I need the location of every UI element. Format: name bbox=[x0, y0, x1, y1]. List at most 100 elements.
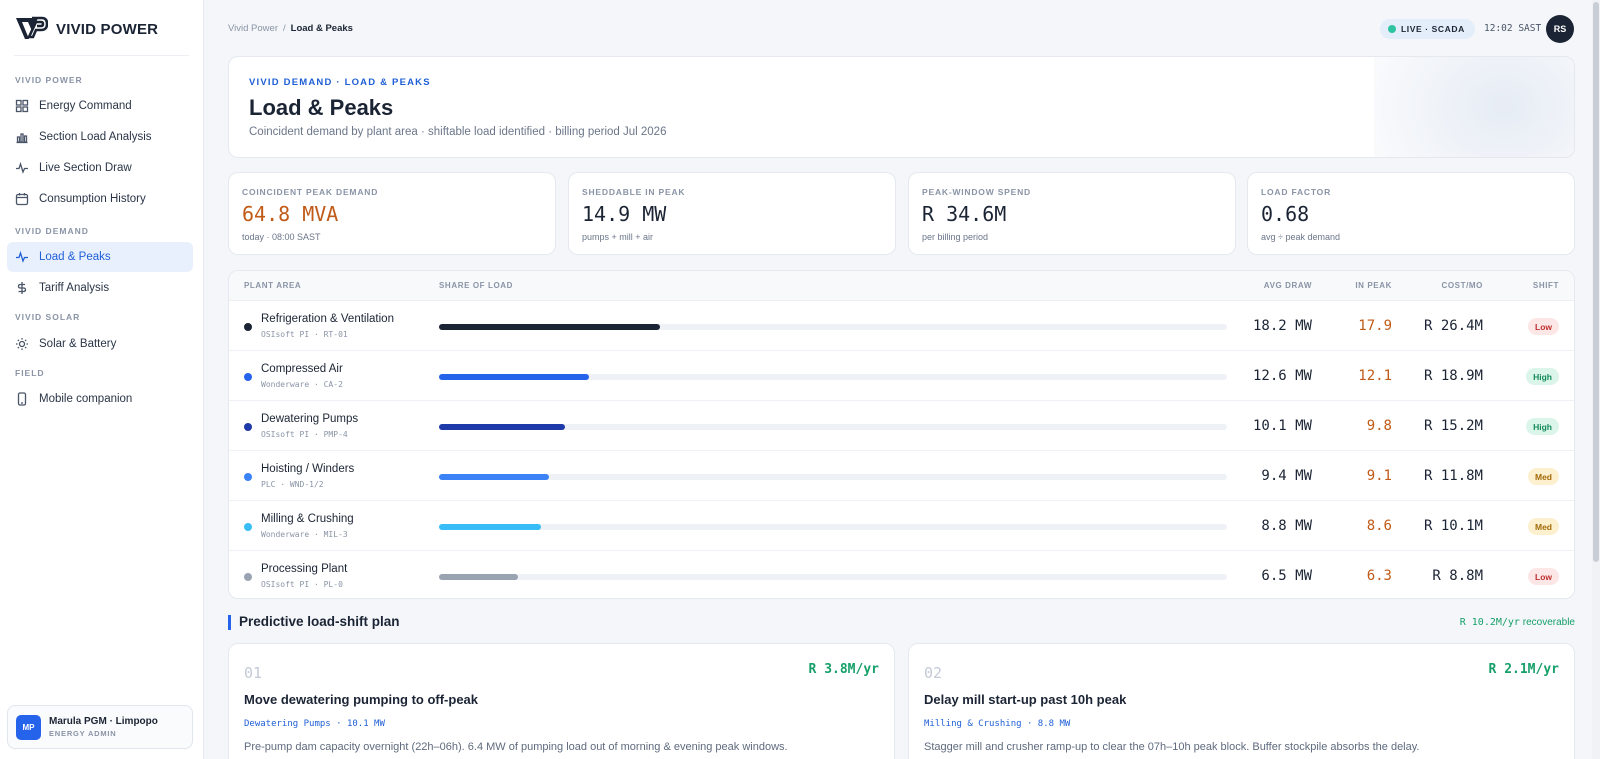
share-bar-track bbox=[439, 574, 1227, 580]
table-row[interactable]: Processing Plant OSIsoft PI · PL-0 6.5 M… bbox=[229, 551, 1574, 598]
row-cost: R 10.1M bbox=[1423, 518, 1483, 534]
live-status-badge: LIVE · SCADA bbox=[1380, 19, 1475, 39]
kpi-label: PEAK-WINDOW SPEND bbox=[922, 187, 1031, 197]
table-row[interactable]: Milling & Crushing Wonderware · MIL-3 8.… bbox=[229, 501, 1574, 551]
nav-section-vivid-power: VIVID POWER bbox=[15, 75, 83, 85]
plan-total: R 10.2M/yr recoverable bbox=[1460, 617, 1575, 628]
plan-total-value: R 10.2M/yr bbox=[1459, 617, 1520, 628]
plant-area-table: PLANT AREA SHARE OF LOAD AVG DRAW IN PEA… bbox=[228, 270, 1575, 599]
plan-card[interactable]: 01 R 3.8M/yr Move dewatering pumping to … bbox=[228, 643, 895, 759]
clock: 12:02 SAST bbox=[1484, 23, 1542, 34]
row-source: Wonderware · CA-2 bbox=[261, 380, 343, 389]
pulse-icon bbox=[16, 250, 28, 263]
breadcrumb-current: Load & Peaks bbox=[290, 23, 353, 34]
share-bar-track bbox=[439, 424, 1227, 430]
nav-item-tariff-analysis[interactable]: Tariff Analysis bbox=[7, 273, 193, 303]
sun-icon bbox=[16, 338, 28, 350]
nav-item-section-load-analysis[interactable]: Section Load Analysis bbox=[7, 122, 193, 152]
nav-section-vivid-demand: VIVID DEMAND bbox=[15, 226, 89, 236]
shift-badge: Med bbox=[1528, 518, 1559, 535]
share-bar-track bbox=[439, 474, 1227, 480]
table-row[interactable]: Dewatering Pumps OSIsoft PI · PMP-4 10.1… bbox=[229, 401, 1574, 451]
row-avg-draw: 6.5 MW bbox=[1261, 568, 1312, 584]
row-in-peak: 8.6 bbox=[1366, 518, 1392, 534]
page-title: Load & Peaks bbox=[249, 95, 394, 120]
share-bar-fill bbox=[439, 424, 566, 430]
nav-item-label: Energy Command bbox=[39, 100, 132, 112]
column-header-cost[interactable]: COST/MO bbox=[1441, 281, 1483, 290]
dollar-icon bbox=[17, 282, 27, 294]
nav-section-vivid-solar: VIVID SOLAR bbox=[15, 312, 81, 322]
nav-section-field: FIELD bbox=[15, 368, 45, 378]
nav-item-label: Section Load Analysis bbox=[39, 131, 152, 143]
grid-icon bbox=[15, 99, 29, 113]
share-bar-fill bbox=[439, 524, 542, 530]
nav-item-energy-command[interactable]: Energy Command bbox=[7, 91, 193, 121]
kpi-sheddable-in-peak: SHEDDABLE IN PEAK 14.9 MW pumps + mill +… bbox=[568, 172, 896, 255]
row-in-peak: 9.8 bbox=[1366, 418, 1392, 434]
row-avg-draw: 12.6 MW bbox=[1252, 368, 1312, 384]
kpi-label: SHEDDABLE IN PEAK bbox=[582, 187, 686, 197]
kpi-load-factor: LOAD FACTOR 0.68 avg ÷ peak demand bbox=[1247, 172, 1575, 255]
row-name: Refrigeration & Ventilation bbox=[261, 313, 394, 325]
scrollbar[interactable] bbox=[1592, 0, 1600, 759]
kpi-coincident-peak-demand: COINCIDENT PEAK DEMAND 64.8 MVA today · … bbox=[228, 172, 556, 255]
user-name: Marula PGM · Limpopo bbox=[49, 716, 158, 727]
calendar-icon bbox=[15, 193, 29, 206]
shift-badge: Med bbox=[1528, 468, 1559, 485]
kpi-label: COINCIDENT PEAK DEMAND bbox=[242, 187, 379, 197]
share-bar-fill bbox=[439, 324, 660, 330]
plan-card[interactable]: 02 R 2.1M/yr Delay mill start-up past 10… bbox=[908, 643, 1575, 759]
plan-total-suffix: recoverable bbox=[1522, 617, 1575, 628]
plan-number: 02 bbox=[924, 664, 943, 682]
column-header-avg-draw[interactable]: AVG DRAW bbox=[1263, 281, 1312, 290]
row-in-peak: 6.3 bbox=[1366, 568, 1392, 584]
row-cost: R 26.4M bbox=[1423, 318, 1483, 334]
brand-name: VIVID POWER bbox=[56, 20, 159, 38]
plan-heading: Move dewatering pumping to off-peak bbox=[244, 692, 479, 707]
brand-divider bbox=[14, 55, 189, 56]
shift-badge: Low bbox=[1528, 568, 1559, 585]
page-subtitle: Coincident demand by plant area · shifta… bbox=[249, 126, 667, 138]
breadcrumb-root[interactable]: Vivid Power bbox=[228, 23, 278, 34]
kpi-label: LOAD FACTOR bbox=[1261, 187, 1332, 197]
shift-badge: Low bbox=[1528, 318, 1559, 335]
sidebar: VIVID POWER VIVID POWER Energy Command S… bbox=[0, 0, 204, 759]
column-header-share[interactable]: SHARE OF LOAD bbox=[439, 281, 514, 290]
scrollbar-thumb[interactable] bbox=[1593, 2, 1599, 562]
share-bar-fill bbox=[439, 374, 589, 380]
column-header-shift[interactable]: SHIFT bbox=[1532, 281, 1559, 290]
share-bar-fill bbox=[439, 574, 518, 580]
shift-badge: High bbox=[1526, 368, 1559, 385]
row-avg-draw: 18.2 MW bbox=[1252, 318, 1312, 334]
plan-saving: R 3.8M/yr bbox=[808, 662, 879, 677]
table-row[interactable]: Refrigeration & Ventilation OSIsoft PI ·… bbox=[229, 301, 1574, 351]
table-row[interactable]: Compressed Air Wonderware · CA-2 12.6 MW… bbox=[229, 351, 1574, 401]
share-bar-track bbox=[439, 524, 1227, 530]
share-bar-track bbox=[439, 324, 1227, 330]
brand[interactable]: VIVID POWER bbox=[14, 14, 158, 44]
column-header-in-peak[interactable]: IN PEAK bbox=[1355, 281, 1392, 290]
column-header-plant-area[interactable]: PLANT AREA bbox=[244, 281, 302, 290]
avatar[interactable]: RS bbox=[1546, 15, 1574, 43]
kpi-value: 64.8 MVA bbox=[242, 202, 339, 226]
nav-item-load-and-peaks[interactable]: Load & Peaks bbox=[7, 242, 193, 272]
table-row[interactable]: Hoisting / Winders PLC · WND-1/2 9.4 MW … bbox=[229, 451, 1574, 501]
row-source: Wonderware · MIL-3 bbox=[261, 530, 348, 539]
nav-item-consumption-history[interactable]: Consumption History bbox=[7, 184, 193, 214]
row-color-dot bbox=[244, 573, 252, 581]
nav-item-live-section-draw[interactable]: Live Section Draw bbox=[7, 153, 193, 183]
row-color-dot bbox=[244, 473, 252, 481]
section-accent bbox=[228, 615, 231, 630]
section-title: Predictive load-shift plan bbox=[239, 614, 400, 629]
nav-item-solar-and-battery[interactable]: Solar & Battery bbox=[7, 329, 193, 359]
kpi-note: today · 08:00 SAST bbox=[242, 232, 321, 242]
row-color-dot bbox=[244, 323, 252, 331]
nav-item-label: Solar & Battery bbox=[39, 338, 117, 350]
live-dot-icon bbox=[1388, 25, 1396, 33]
nav-item-mobile-companion[interactable]: Mobile companion bbox=[7, 384, 193, 414]
user-card[interactable]: MP Marula PGM · Limpopo ENERGY ADMIN bbox=[7, 705, 193, 749]
nav-item-label: Load & Peaks bbox=[39, 251, 111, 263]
row-in-peak: 17.9 bbox=[1358, 318, 1392, 334]
row-source: OSIsoft PI · PMP-4 bbox=[261, 430, 348, 439]
